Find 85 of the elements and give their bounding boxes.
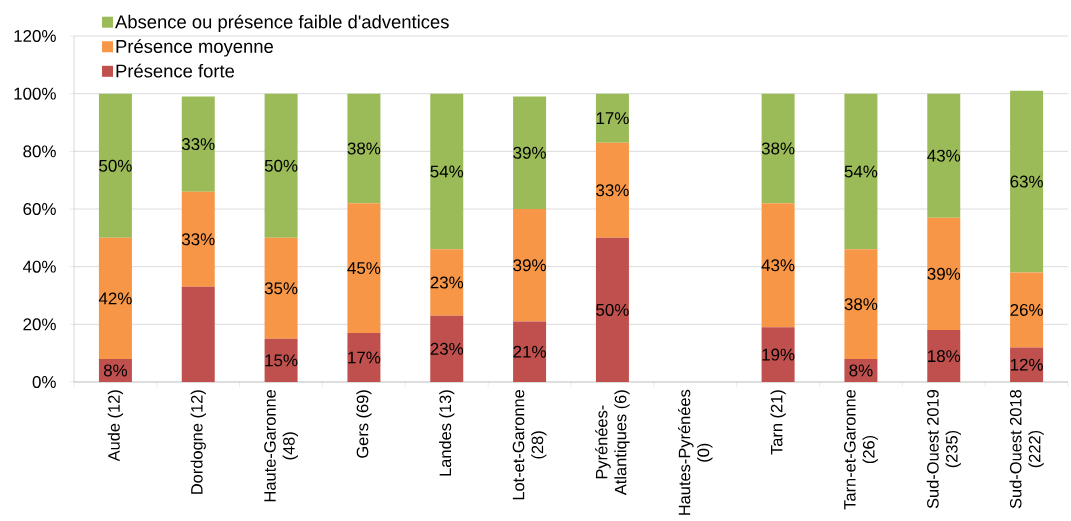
bar — [844, 249, 878, 359]
y-tick-label: 120% — [14, 30, 56, 42]
data-label: 38% — [844, 298, 878, 311]
bar — [181, 191, 215, 287]
data-label: 50% — [99, 159, 132, 172]
x-tick-label: Aude (12) — [107, 390, 124, 462]
bar — [98, 237, 132, 359]
bar — [264, 338, 298, 382]
bar — [264, 237, 298, 339]
bar — [513, 209, 547, 322]
data-label: 43% — [761, 259, 795, 272]
bar — [761, 327, 795, 382]
data-label: 15% — [265, 354, 298, 367]
data-label: 39% — [513, 259, 546, 272]
legend-label: Présence moyenne — [116, 39, 273, 57]
y-tick-label: 40% — [22, 260, 56, 273]
data-label: 17% — [596, 112, 629, 125]
x-tick-label: Gers (69) — [356, 390, 372, 458]
bar — [430, 93, 464, 250]
bar — [927, 217, 961, 331]
data-label: 26% — [1010, 303, 1043, 316]
data-label: 39% — [513, 146, 546, 159]
data-label: 33% — [181, 233, 215, 246]
bar — [595, 93, 629, 143]
bar — [595, 142, 629, 238]
data-label: 23% — [430, 276, 464, 289]
bar — [181, 96, 215, 192]
bar — [347, 332, 381, 382]
y-tick-label: 60% — [23, 203, 56, 215]
x-tick-label: Pyrénées-Atlantiques (6) — [595, 390, 630, 496]
bar — [595, 237, 629, 382]
data-label: 38% — [761, 142, 795, 155]
data-label: 21% — [513, 345, 546, 358]
data-label: 54% — [430, 165, 464, 178]
x-tick-label: Lot-et-Garonne (28) — [512, 389, 547, 500]
y-tick-label: 100% — [14, 87, 56, 100]
data-label: 33% — [181, 138, 215, 151]
x-tick-label: Dordogne (12) — [190, 390, 206, 494]
data-label: 63% — [1010, 175, 1043, 188]
bar — [1010, 347, 1044, 382]
data-label: 23% — [430, 342, 464, 355]
data-label: 33% — [596, 184, 629, 197]
bar — [347, 93, 381, 204]
data-label: 45% — [347, 262, 381, 275]
x-tick-label: Sud-Ouest 2019 (235) — [926, 390, 961, 509]
bar — [761, 93, 795, 204]
bar — [430, 315, 464, 382]
y-tick-label: 0% — [32, 376, 56, 388]
data-label: 18% — [928, 350, 961, 363]
data-label: 12% — [1010, 358, 1043, 371]
x-tick-label: Tarn (21) — [770, 390, 786, 455]
x-tick-label: Tarn-et-Garonne (26) — [844, 389, 878, 510]
data-label: 8% — [103, 364, 128, 377]
data-label: 43% — [927, 149, 961, 162]
y-tick-label: 20% — [23, 318, 56, 331]
data-label: 50% — [596, 303, 629, 316]
legend-label: Présence forte — [116, 63, 235, 78]
data-label: 17% — [348, 351, 381, 364]
data-label: 35% — [264, 282, 298, 295]
bar — [1010, 90, 1044, 273]
data-label: 39% — [927, 267, 961, 280]
bar — [1010, 272, 1044, 348]
bar — [347, 203, 381, 333]
data-label: 42% — [98, 292, 132, 305]
x-tick-label: Hautes-Pyrénées (0) — [678, 389, 713, 515]
bar — [430, 249, 464, 316]
bar — [927, 93, 961, 218]
legend-label: Absence ou présence faible d'adventices — [115, 14, 449, 33]
x-tick-label: Sud-Ouest 2018 (222) — [1009, 389, 1044, 509]
data-label: 38% — [347, 142, 381, 155]
data-label: 8% — [849, 364, 873, 377]
bar — [98, 93, 132, 238]
bar — [927, 330, 961, 382]
x-tick-label: Landes (13) — [439, 390, 455, 476]
data-label: 19% — [762, 348, 795, 361]
bar — [844, 93, 878, 250]
data-label: 50% — [264, 159, 298, 172]
bar — [181, 286, 215, 382]
y-tick-label: 80% — [23, 145, 56, 158]
data-label: 54% — [844, 165, 878, 178]
bar — [513, 321, 547, 382]
bar — [761, 203, 795, 328]
bar — [264, 93, 298, 238]
bar — [513, 96, 547, 209]
x-tick-label: Haute-Garonne (48) — [264, 389, 298, 502]
